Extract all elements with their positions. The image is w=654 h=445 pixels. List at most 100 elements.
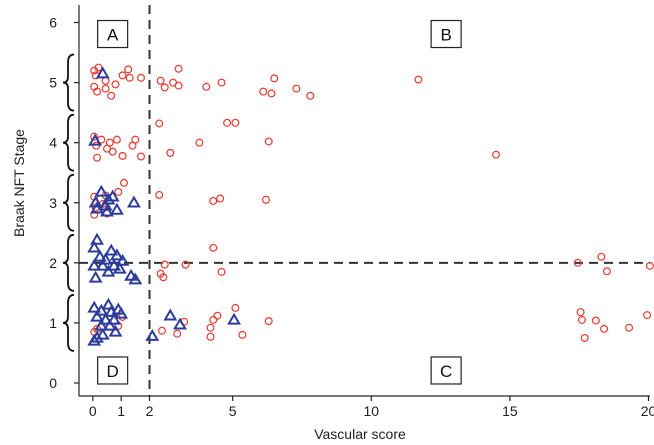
circle-point — [174, 64, 183, 73]
circle-point — [643, 311, 652, 320]
triangle-point — [107, 312, 121, 325]
triangle-point — [227, 312, 241, 325]
triangle-point — [87, 240, 102, 253]
circle-point — [112, 135, 121, 144]
triangle-point — [98, 252, 113, 265]
circle-point — [124, 65, 133, 74]
circle-point — [597, 252, 606, 261]
quadrant-a-label: A — [107, 26, 119, 45]
circle-point — [90, 210, 99, 219]
circle-point — [591, 316, 600, 325]
x-tick-label: 10 — [363, 403, 379, 419]
circle-point — [155, 190, 164, 199]
circle-point — [259, 87, 268, 96]
circle-point — [625, 323, 634, 332]
x-tick-label: 0 — [89, 403, 97, 419]
quadrant-c-label: C — [440, 362, 452, 381]
circle-point — [264, 137, 273, 146]
circle-point — [136, 73, 145, 82]
circle-point — [174, 81, 183, 90]
triangle-point — [109, 202, 124, 215]
circle-point — [576, 308, 585, 317]
reference-lines — [79, 5, 650, 396]
circle-point — [160, 83, 169, 92]
y-tick-label: 4 — [49, 135, 57, 151]
circle-point — [600, 324, 609, 333]
x-tick-label: 1 — [117, 403, 125, 419]
y-tick-label: 0 — [49, 375, 57, 391]
triangle-point — [87, 333, 102, 346]
triangle-point — [173, 317, 187, 330]
circle-point — [118, 151, 127, 160]
circle-point — [93, 87, 102, 96]
circle-point — [105, 138, 114, 147]
triangle-point — [128, 272, 143, 285]
circle-point — [108, 147, 117, 156]
circle-point — [114, 187, 123, 196]
circle-point — [160, 260, 169, 269]
circle-point — [217, 78, 226, 87]
triangle-point — [88, 270, 103, 283]
circle-point — [92, 141, 101, 150]
stage-5-brace — [62, 53, 75, 112]
circle-point — [118, 71, 127, 80]
circle-point — [223, 118, 232, 127]
circle-point — [292, 84, 301, 93]
circle-point — [101, 76, 110, 85]
triangle-point — [95, 327, 110, 340]
stage-braces — [62, 53, 75, 352]
circle-point — [94, 63, 103, 72]
triangle-point — [95, 66, 110, 79]
circle-point — [155, 119, 164, 128]
triangle-point — [94, 184, 109, 197]
circle-point — [217, 267, 226, 276]
triangle-point — [90, 201, 104, 214]
circle-point — [216, 194, 225, 203]
circle-point — [195, 138, 204, 147]
triangle-point — [100, 204, 114, 217]
triangle-point — [90, 232, 104, 245]
quadrant-a-box — [97, 19, 129, 49]
circle-point — [414, 75, 423, 84]
y-tick-label: 1 — [49, 315, 57, 331]
circle-point — [267, 89, 276, 98]
circle-point — [157, 326, 166, 335]
triangle-point — [126, 195, 141, 208]
triangle-point — [94, 318, 109, 331]
triangle-point — [163, 308, 178, 321]
quadrant-b-box — [430, 19, 462, 49]
circle-point — [206, 332, 215, 341]
circle-point — [264, 317, 273, 326]
x-tick-label: 20 — [641, 403, 654, 419]
circle-point — [492, 150, 501, 159]
stage-4-brace — [62, 113, 75, 172]
triangle-point — [92, 249, 107, 262]
circle-point — [166, 148, 175, 157]
circle-point — [90, 132, 99, 141]
circle-point — [645, 261, 654, 270]
circle-point — [159, 273, 168, 282]
circle-point — [156, 76, 165, 85]
triangle-point — [109, 248, 124, 261]
circle-point — [136, 152, 145, 161]
circle-point — [602, 267, 611, 276]
circle-point — [209, 315, 218, 324]
axes: 0 1 2 3 4 5 6 0 1 2 5 10 15 20 — [49, 5, 654, 419]
triangle-point — [88, 133, 103, 146]
triangle-point — [105, 189, 120, 202]
data-points — [87, 63, 654, 346]
triangle-point — [98, 312, 113, 325]
quadrant-labels: A B C D — [97, 19, 462, 385]
y-tick-label: 3 — [49, 195, 57, 211]
circle-point — [213, 311, 222, 320]
circle-point — [580, 333, 589, 342]
circle-point — [125, 73, 134, 82]
triangle-point — [115, 253, 130, 266]
x-tick-label: 2 — [146, 403, 154, 419]
circle-point — [238, 330, 247, 339]
quadrant-d-label: D — [107, 362, 119, 381]
stage-2-brace — [62, 233, 75, 292]
circle-point — [231, 118, 240, 127]
triangle-point — [108, 324, 123, 337]
x-tick-label: 15 — [502, 403, 518, 419]
